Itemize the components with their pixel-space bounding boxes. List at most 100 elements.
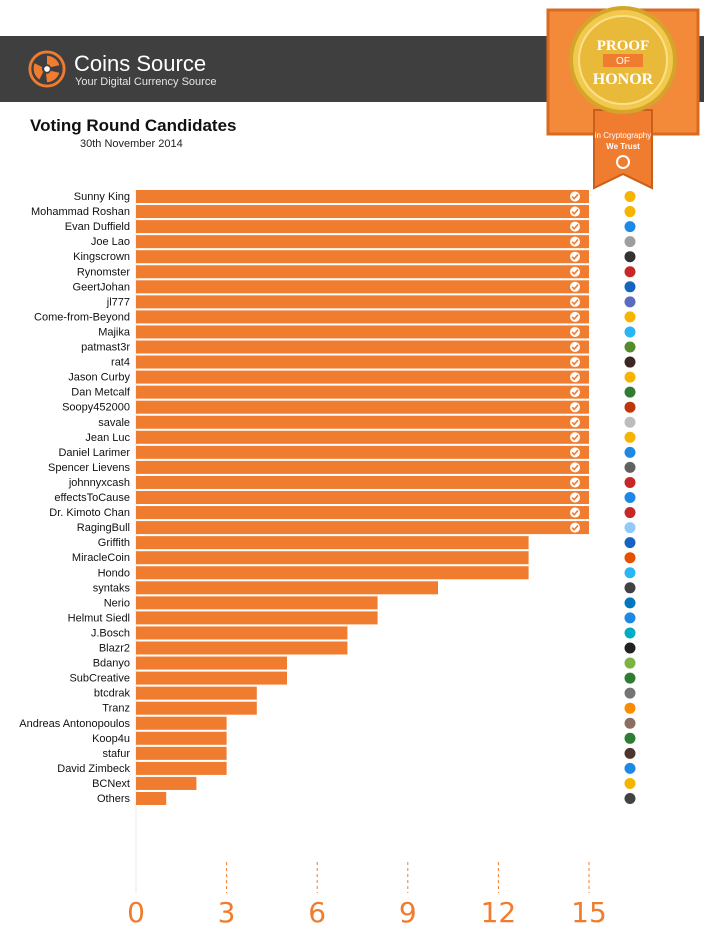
check-mark-icon bbox=[571, 389, 579, 396]
coin-icon bbox=[624, 191, 636, 202]
proof-of-honor-badge: PROOF OF HONOR in Cryptography We Trust bbox=[546, 6, 700, 190]
coin-icon bbox=[624, 642, 636, 654]
coin-icon bbox=[624, 507, 636, 519]
coin-icon bbox=[624, 717, 636, 729]
check-mark-icon bbox=[571, 329, 579, 336]
coin-icon bbox=[624, 672, 636, 684]
category-label: Koop4u bbox=[92, 733, 130, 745]
bar bbox=[136, 611, 378, 625]
bar bbox=[136, 460, 589, 474]
bar bbox=[136, 566, 529, 580]
category-label: Andreas Antonopoulos bbox=[19, 718, 130, 730]
bar bbox=[136, 400, 589, 414]
check-mark-icon bbox=[571, 314, 579, 321]
x-tick-label: 12 bbox=[481, 896, 517, 929]
check-mark-icon bbox=[571, 208, 579, 215]
check-icon bbox=[570, 432, 580, 443]
check-icon bbox=[570, 191, 580, 202]
coin-icon bbox=[624, 356, 636, 368]
bar bbox=[136, 295, 589, 309]
check-mark-icon bbox=[571, 374, 579, 381]
bar bbox=[136, 475, 589, 489]
bar bbox=[136, 536, 529, 550]
coin-icon bbox=[624, 476, 636, 488]
check-icon bbox=[570, 266, 580, 277]
category-label: patmast3r bbox=[81, 342, 130, 354]
category-label: Mohammad Roshan bbox=[31, 206, 130, 218]
check-icon bbox=[570, 326, 580, 337]
x-tick-label: 6 bbox=[308, 896, 326, 929]
coin-icon bbox=[624, 251, 636, 263]
check-icon bbox=[570, 221, 580, 232]
check-icon bbox=[570, 206, 580, 217]
check-icon bbox=[570, 522, 580, 533]
category-label: GeertJohan bbox=[73, 281, 130, 293]
coin-icon bbox=[624, 431, 636, 443]
check-icon bbox=[570, 251, 580, 262]
check-icon bbox=[570, 402, 580, 413]
bar bbox=[136, 250, 589, 264]
category-label: Bdanyo bbox=[93, 658, 130, 670]
category-label: Spencer Lievens bbox=[48, 462, 130, 474]
chart-subtitle: 30th November 2014 bbox=[80, 138, 183, 150]
check-icon bbox=[570, 296, 580, 307]
check-mark-icon bbox=[571, 419, 579, 426]
coin-icon bbox=[624, 281, 636, 293]
coin-icon bbox=[624, 582, 636, 594]
x-tick-label: 3 bbox=[218, 896, 236, 929]
badge-line4: in Cryptography bbox=[595, 131, 651, 140]
bar bbox=[136, 430, 589, 444]
check-mark-icon bbox=[571, 299, 579, 306]
coin-icon bbox=[624, 296, 636, 308]
check-mark-icon bbox=[571, 449, 579, 456]
category-label: Griffith bbox=[98, 537, 130, 549]
bar bbox=[136, 581, 438, 595]
coin-icon bbox=[624, 777, 636, 789]
check-icon bbox=[570, 447, 580, 458]
bar bbox=[136, 325, 589, 339]
check-mark-icon bbox=[571, 253, 579, 261]
category-label: Tranz bbox=[102, 703, 130, 715]
coin-icon bbox=[624, 552, 636, 564]
category-label: rat4 bbox=[111, 357, 130, 369]
check-icon bbox=[570, 387, 580, 398]
coins-source-logo-icon bbox=[28, 50, 66, 88]
coin-icon bbox=[624, 567, 636, 579]
bar bbox=[136, 280, 589, 294]
badge-line3: HONOR bbox=[593, 71, 654, 88]
check-icon bbox=[570, 357, 580, 368]
bar bbox=[136, 506, 589, 520]
bar bbox=[136, 310, 589, 324]
bar bbox=[136, 521, 589, 535]
bar bbox=[136, 792, 167, 805]
check-icon bbox=[570, 311, 580, 322]
bar bbox=[136, 340, 589, 354]
x-tick-label: 9 bbox=[399, 896, 417, 929]
check-icon bbox=[570, 492, 580, 503]
check-mark-icon bbox=[571, 223, 579, 231]
check-mark-icon bbox=[571, 284, 579, 291]
check-icon bbox=[570, 372, 580, 383]
category-label: Jason Curby bbox=[68, 372, 130, 384]
check-mark-icon bbox=[571, 359, 579, 366]
bar bbox=[136, 671, 287, 685]
check-mark-icon bbox=[571, 193, 579, 200]
check-mark-icon bbox=[571, 494, 579, 501]
check-icon bbox=[570, 236, 580, 247]
badge-line1: PROOF bbox=[597, 38, 650, 54]
brand-name: Coins Source bbox=[74, 51, 207, 76]
category-label: Joe Lao bbox=[91, 236, 130, 248]
coin-icon bbox=[624, 732, 636, 744]
coin-icon bbox=[624, 386, 636, 398]
category-label: Nerio bbox=[104, 597, 130, 609]
coin-icon bbox=[624, 446, 636, 458]
bar bbox=[136, 716, 227, 730]
bar bbox=[136, 220, 589, 234]
category-label: MiracleCoin bbox=[72, 552, 130, 564]
bar bbox=[136, 265, 589, 279]
brand-tagline: Your Digital Currency Source bbox=[75, 76, 217, 88]
category-label: johnnyxcash bbox=[68, 477, 130, 489]
category-label: Hondo bbox=[98, 567, 130, 579]
check-mark-icon bbox=[571, 509, 579, 516]
